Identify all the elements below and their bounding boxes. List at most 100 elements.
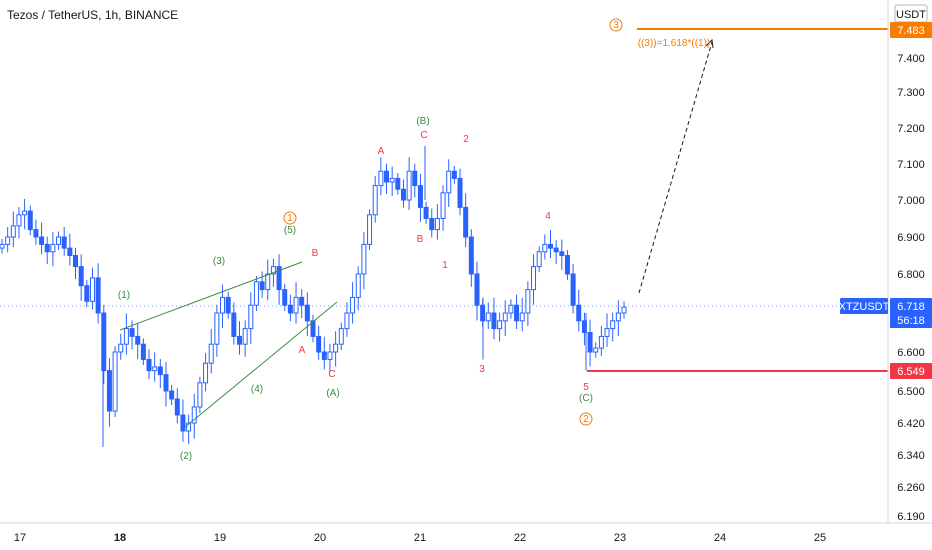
candle-body: [333, 343, 339, 353]
wave-label: 2: [583, 414, 589, 425]
candle-body: [39, 236, 45, 245]
candle-body: [27, 210, 33, 231]
candle-body: [197, 382, 203, 408]
candle-body: [270, 266, 276, 275]
price-tick-label: 7.000: [897, 195, 925, 207]
candle-body: [73, 255, 79, 268]
candle-body: [553, 247, 559, 253]
candle-body: [604, 328, 610, 337]
candle-body: [531, 266, 537, 291]
price-tick-label: 6.900: [897, 232, 925, 244]
candle-body: [253, 281, 259, 306]
candle-body: [434, 218, 440, 231]
candle-body: [265, 273, 271, 291]
candle-body: [174, 398, 180, 416]
candle-body: [621, 306, 627, 314]
time-tick-label: 22: [514, 532, 526, 544]
candle-body: [163, 374, 169, 392]
candle-body: [214, 312, 220, 345]
candle-body: [304, 304, 310, 322]
time-tick-label: 20: [314, 532, 326, 544]
candle-body: [242, 328, 248, 345]
candle-body: [542, 243, 548, 253]
candle-body: [576, 304, 582, 322]
candle-body: [372, 185, 378, 216]
wave-label: (4): [251, 384, 263, 395]
wave-circle-marker: [579, 412, 593, 426]
candle-body: [157, 366, 163, 376]
candle-body: [106, 370, 112, 412]
price-tick-label: 6.420: [897, 418, 925, 430]
candle-body: [208, 343, 214, 364]
candle-body: [135, 335, 141, 345]
candle-body: [587, 332, 593, 353]
candle-body: [570, 273, 576, 306]
time-axis[interactable]: 17 18 19 20 21 22 23 24 25: [14, 532, 826, 544]
candle-body: [338, 328, 344, 345]
price-tick-label: 6.340: [897, 450, 925, 462]
target-price-tag-box: [890, 22, 932, 38]
candle-body: [78, 266, 84, 287]
candle-body: [180, 414, 186, 432]
wave-label: 2: [463, 134, 469, 145]
candle-body: [525, 289, 531, 314]
candle-body: [457, 177, 463, 208]
candle-body: [615, 312, 621, 322]
candle-body: [152, 366, 158, 372]
wave-labels: (1) (2) (3) (4) (5) (A) (B) (C) A B C A B C 1 2 3 4 5 1 2 3: [118, 18, 623, 462]
candle-body: [33, 229, 39, 238]
lower-channel-line: [183, 301, 338, 429]
wave-label: 3: [613, 20, 619, 31]
price-tick-label: 7.400: [897, 53, 925, 65]
price-tick-label: 6.600: [897, 347, 925, 359]
candle-body: [0, 243, 5, 249]
candle-body: [10, 225, 16, 238]
wave-circle-marker: [283, 211, 297, 225]
candle-body: [186, 422, 192, 432]
candle-body: [287, 304, 293, 314]
candle-body: [327, 351, 333, 360]
candle-body: [395, 177, 401, 190]
candle-body: [84, 285, 90, 302]
candle-body: [310, 320, 316, 337]
wave-label: C: [420, 130, 427, 141]
time-tick-label: 21: [414, 532, 426, 544]
candle-body: [191, 406, 197, 424]
candle-body: [123, 328, 129, 345]
candle-body: [367, 214, 373, 245]
bar-countdown: 56:18: [897, 315, 925, 327]
candle-body: [468, 236, 474, 275]
candle-body: [344, 312, 350, 330]
candle-body: [485, 312, 491, 322]
candle-body: [299, 296, 305, 306]
wave-label: 1: [287, 213, 293, 224]
price-axis[interactable]: 7.400 7.300 7.200 7.100 7.000 6.900 6.800 6.600…: [897, 53, 925, 523]
candle-body: [417, 185, 423, 208]
candle-body: [547, 243, 553, 249]
candle-body: [598, 335, 604, 349]
candle-body: [316, 335, 322, 353]
candle-body: [146, 358, 152, 372]
candle-body: [140, 343, 146, 360]
stop-price-tag: 6.549: [897, 366, 925, 378]
candle-body: [491, 312, 497, 330]
candle-body: [56, 236, 62, 245]
candle-body: [236, 335, 242, 345]
candle-body: [406, 170, 412, 201]
candle-body: [361, 243, 367, 275]
wave-label: 1: [442, 260, 448, 271]
currency-badge[interactable]: USDT: [896, 9, 926, 21]
candle-body: [610, 320, 616, 330]
candle-body: [129, 328, 135, 337]
candle-body: [423, 206, 429, 219]
price-tick-label: 6.500: [897, 386, 925, 398]
candle-body: [118, 343, 124, 353]
price-tick-label: 6.800: [897, 269, 925, 281]
plot-area[interactable]: ((3))=1.618*((1)) (1)(2)(3)(4)(5)(A)(B)(…: [0, 18, 888, 462]
price-tick-label: 6.190: [897, 511, 925, 523]
wave-label: C: [328, 369, 335, 380]
candle-body: [276, 266, 282, 291]
price-tick-label: 7.300: [897, 87, 925, 99]
wave-label: A: [378, 146, 385, 157]
